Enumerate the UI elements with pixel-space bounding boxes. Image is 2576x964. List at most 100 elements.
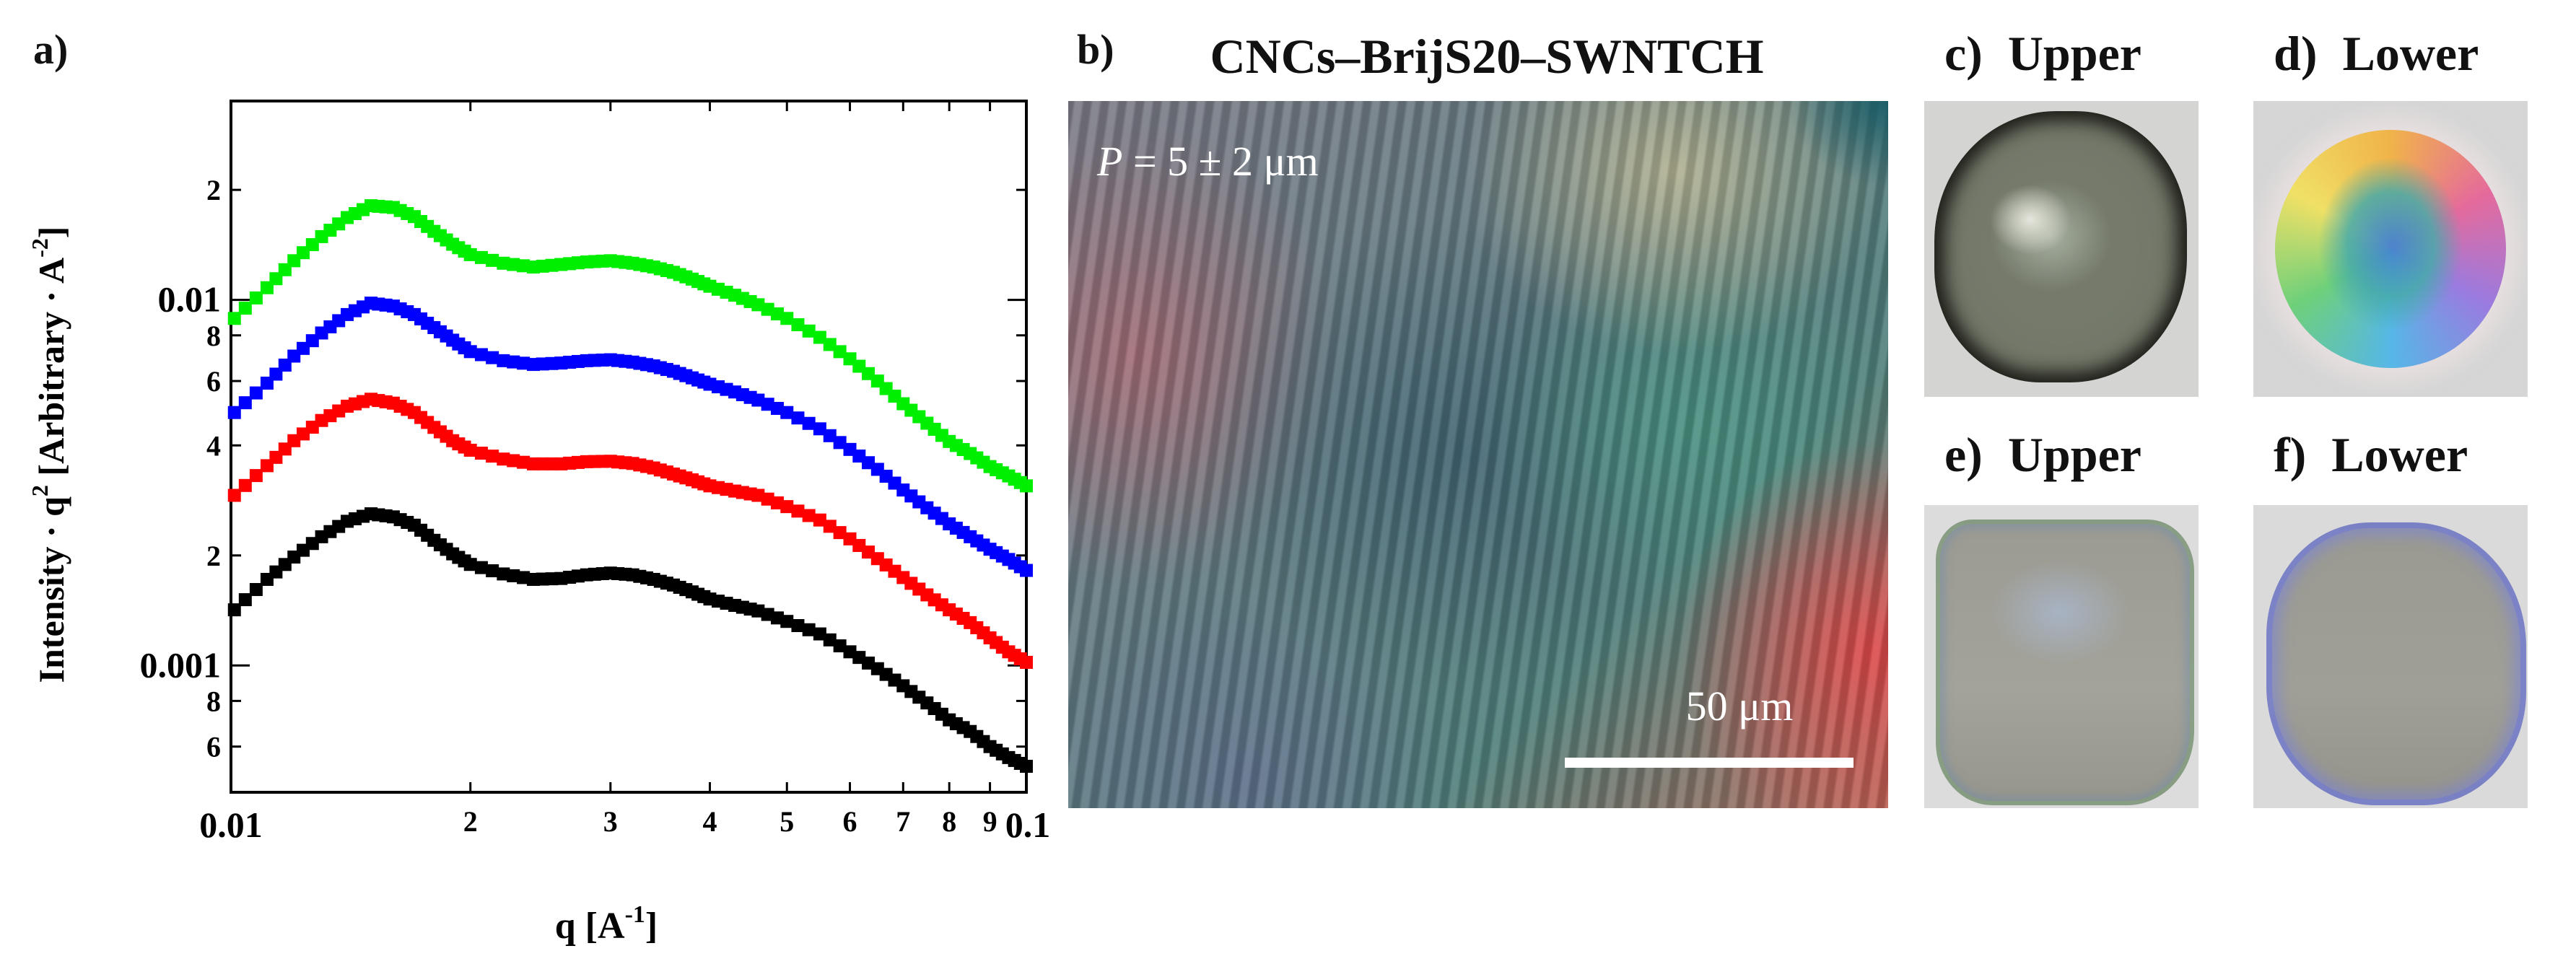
data-point [791,618,805,632]
panel-f-label: f) [2274,427,2307,482]
film-dark-upper [1934,111,2187,382]
pitch-value: = 5 ± 2 μm [1122,138,1319,185]
pitch-annotation: P = 5 ± 2 μm [1097,137,1319,185]
y-tick-label: 0.01 [158,279,222,320]
data-point [474,250,488,264]
data-point [486,450,499,463]
data-point [474,348,488,362]
data-point [791,318,805,332]
data-point [486,564,499,578]
data-point [497,452,510,466]
data-point [249,583,263,597]
data-point [507,258,520,271]
series-green [227,199,1033,493]
scale-bar [1565,758,1854,768]
data-point [507,454,520,468]
data-point [517,571,531,584]
data-point [227,312,241,325]
data-point [813,627,826,641]
data-point [249,291,263,304]
pitch-symbol: P [1097,138,1123,185]
data-point [802,416,816,430]
y-tick-label: 8 [206,320,221,352]
panel-c-heading: c) Upper [1944,29,2141,78]
film-gray-upper [1936,520,2194,805]
data-point [238,593,252,607]
panel-c-label: c) [1944,26,1983,81]
data-point [791,504,805,518]
data-series [227,199,1033,773]
data-point [833,345,847,359]
data-point [463,345,477,359]
panel-f-title: Lower [2331,427,2468,482]
y-tick-label: 0.001 [140,644,222,685]
data-point [227,406,241,419]
panel-f-photo [2253,505,2528,808]
film-gray-lower [2266,522,2526,805]
data-point [474,447,488,460]
data-point [238,478,252,492]
scale-bar-label: 50 μm [1685,683,1794,729]
data-point [823,633,837,647]
x-tick-label: 9 [983,805,997,838]
data-point [238,302,252,315]
x-tick-label: 5 [780,805,794,838]
data-point [780,500,794,514]
data-point [833,436,847,450]
data-point [780,406,794,419]
corner-dark-teal [1787,101,1888,188]
x-tick-label: 8 [942,805,956,838]
panel-e-photo [1924,505,2199,808]
data-point [486,351,499,364]
panel-a-label: a) [33,26,69,73]
panel-d-heading: d) Lower [2274,29,2479,78]
data-point [507,355,520,369]
x-tick-label: 0.1 [1005,805,1051,845]
panel-c-title: Upper [2007,26,2141,81]
plot-frame [230,100,1028,794]
micrograph: P = 5 ± 2 μm 50 μm [1068,101,1888,808]
data-point [249,386,263,400]
data-point [823,338,837,351]
panel-b-label: b) [1077,26,1114,73]
panel-d-label: d) [2274,26,2318,81]
data-point [833,526,847,540]
x-tick-label: 0.01 [199,805,263,845]
y-tick-label: 8 [206,685,221,717]
panel-b-title: CNCs–BrijS20–SWNTCH [1210,29,1764,84]
panel-e-heading: e) Upper [1944,430,2141,479]
data-point [1020,655,1033,669]
data-point [497,567,510,581]
data-point [802,324,816,338]
x-axis-label: q [A-1] [555,901,658,947]
data-point [813,330,826,344]
data-point [802,509,816,522]
data-point [238,396,252,410]
data-point [813,422,826,436]
x-tick-label: 6 [843,805,857,838]
data-point [791,411,805,425]
series-blue [227,297,1033,577]
data-point [813,513,826,527]
data-point [463,558,477,571]
data-point [507,569,520,582]
x-tick-label: 3 [603,805,618,838]
y-tick-label: 2 [206,174,221,206]
data-point [497,354,510,367]
data-point [497,256,510,270]
y-tick-label: 2 [206,540,221,572]
x-tick-label: 7 [896,805,910,838]
data-point [517,455,531,469]
panel-c-photo [1924,101,2199,397]
data-point [463,247,477,261]
data-point [249,469,263,483]
x-tick-label: 2 [463,805,478,838]
panel-d-title: Lower [2342,26,2479,81]
data-point [823,520,837,533]
data-point [517,356,531,370]
y-tick-label: 4 [206,429,221,462]
y-axis-label: Intensity · q2 [Arbitrary · A-2] [27,227,71,683]
y-tick-label: 6 [206,365,221,398]
